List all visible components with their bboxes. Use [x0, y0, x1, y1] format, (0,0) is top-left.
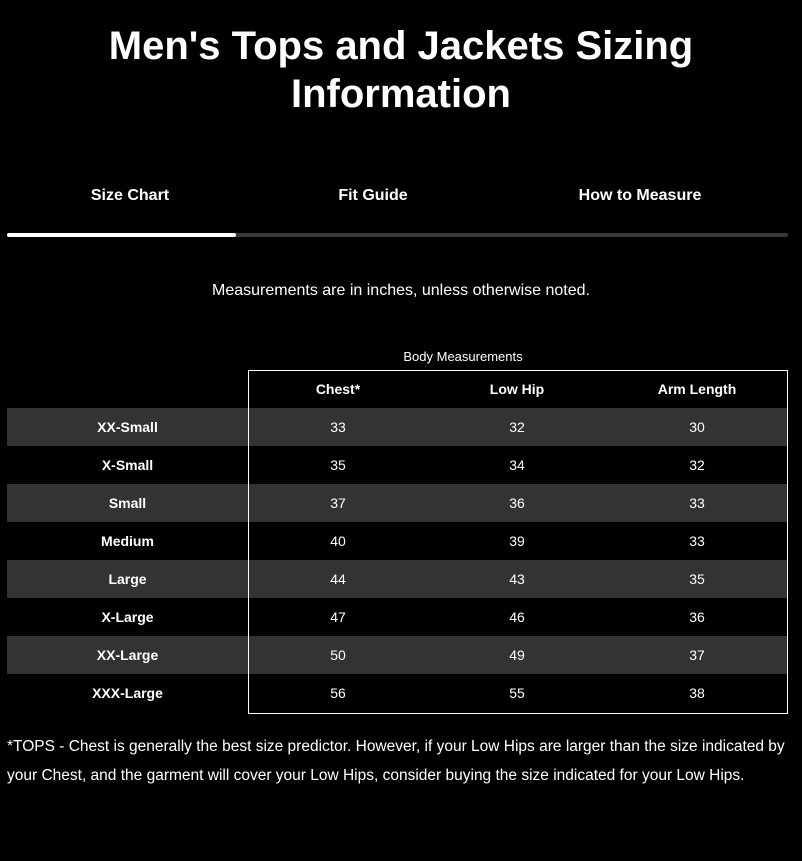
table-row: Small 37 36 33 — [7, 484, 788, 522]
table-row: Large 44 43 35 — [7, 560, 788, 598]
size-label: XX-Large — [7, 636, 248, 674]
size-label: XXX-Large — [92, 685, 163, 701]
measurement-cell: 35 — [330, 457, 346, 473]
table-row: Medium 40 39 33 — [7, 522, 788, 560]
measurement-cell: 44 — [248, 560, 428, 598]
column-header: Arm Length — [657, 381, 737, 397]
measurement-cell: 55 — [509, 685, 525, 701]
tab-active-indicator — [7, 233, 236, 237]
measurement-cell: 43 — [428, 560, 606, 598]
measurement-cell: 30 — [606, 408, 788, 446]
measurement-cell: 33 — [689, 533, 705, 549]
size-label: Medium — [101, 533, 154, 549]
measurement-cell: 38 — [689, 685, 705, 701]
group-header: Body Measurements — [403, 349, 523, 364]
table-row: X-Large 47 46 36 — [7, 598, 788, 636]
size-label: Large — [7, 560, 248, 598]
tab-size-chart[interactable]: Size Chart — [90, 187, 170, 204]
measurement-cell: 37 — [606, 636, 788, 674]
units-note: Measurements are in inches, unless other… — [212, 282, 590, 299]
measurement-cell: 50 — [248, 636, 428, 674]
measurement-cell: 36 — [428, 484, 606, 522]
measurement-cell: 49 — [428, 636, 606, 674]
footnote: *TOPS - Chest is generally the best size… — [7, 738, 785, 784]
measurement-cell: 40 — [330, 533, 346, 549]
size-label: Small — [7, 484, 248, 522]
measurement-cell: 33 — [248, 408, 428, 446]
measurement-cell: 36 — [689, 609, 705, 625]
table-row: X-Small 35 34 32 — [7, 446, 788, 484]
tab-fit-guide[interactable]: Fit Guide — [338, 187, 408, 204]
table-row: XX-Small 33 32 30 — [7, 408, 788, 446]
measurement-cell: 39 — [509, 533, 525, 549]
measurement-cell: 32 — [689, 457, 705, 473]
measurement-cell: 56 — [330, 685, 346, 701]
tab-how-to-measure[interactable]: How to Measure — [578, 187, 702, 204]
measurement-cell: 33 — [606, 484, 788, 522]
measurement-cell: 37 — [248, 484, 428, 522]
table-header-row: Chest* Low Hip Arm Length — [7, 370, 788, 408]
size-label: X-Large — [101, 609, 154, 625]
measurement-cell: 35 — [606, 560, 788, 598]
size-table: Chest* Low Hip Arm Length XX-Small 33 32 30… — [7, 370, 788, 712]
size-header — [7, 370, 248, 408]
measurement-cell: 47 — [330, 609, 346, 625]
table-row: XXX-Large 56 55 38 — [7, 674, 788, 712]
column-header: Chest* — [315, 381, 361, 397]
column-header: Low Hip — [489, 381, 545, 397]
size-label: XX-Small — [7, 408, 248, 446]
measurement-cell: 32 — [428, 408, 606, 446]
size-label: X-Small — [101, 457, 154, 473]
tab-indicator-track — [7, 233, 788, 237]
measurement-cell: 34 — [509, 457, 525, 473]
page-title: Men's Tops and Jackets Sizing Informatio… — [108, 24, 694, 116]
table-row: XX-Large 50 49 37 — [7, 636, 788, 674]
measurement-cell: 46 — [509, 609, 525, 625]
